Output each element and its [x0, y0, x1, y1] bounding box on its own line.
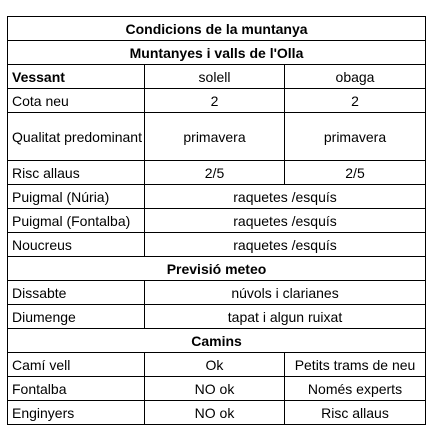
snow-quality-row: Qualitat predominant primavera primavera	[7, 112, 427, 161]
snow-row-shady: 2/5	[283, 160, 427, 185]
forecast-day: Diumenge	[7, 304, 145, 329]
title-row: Condicions de la muntanya	[6, 16, 427, 41]
paths-title: Camins	[6, 328, 427, 353]
table-title: Condicions de la muntanya	[6, 16, 427, 41]
snow-row-sunny: primavera	[144, 112, 285, 161]
forecast-value: núvols i clarianes	[143, 280, 427, 305]
snow-row-sunny: 2	[144, 88, 285, 113]
path-name: Enginyers	[7, 400, 145, 425]
peak-label: Puigmal (Núria)	[7, 184, 145, 209]
snow-row-label: Qualitat predominant	[7, 112, 145, 161]
path-name: Camí vell	[7, 352, 145, 377]
peak-row: Noucreus raquetes /esquís	[7, 232, 427, 257]
area-title: Muntanyes i valls de l'Olla	[6, 40, 427, 65]
paths-title-row: Camins	[6, 328, 427, 353]
forecast-title-row: Previsió meteo	[6, 256, 427, 281]
peak-value: raquetes /esquís	[143, 184, 427, 209]
peak-label: Puigmal (Fontalba)	[7, 208, 145, 233]
slope-label: Vessant	[7, 64, 145, 89]
slope-header-row: Vessant solell obaga	[7, 64, 427, 89]
snow-row-shady: 2	[283, 88, 427, 113]
snow-row-shady: primavera	[283, 112, 427, 161]
snow-level-row: Cota neu 2 2	[7, 88, 427, 113]
path-row: Camí vell Ok Petits trams de neu	[7, 352, 427, 377]
path-note: Risc allaus	[283, 400, 427, 425]
snow-row-label: Cota neu	[7, 88, 145, 113]
path-row: Fontalba NO ok Només experts	[7, 376, 427, 401]
peak-row: Puigmal (Núria) raquetes /esquís	[7, 184, 427, 209]
path-note: Només experts	[283, 376, 427, 401]
forecast-value: tapat i algun ruixat	[143, 304, 427, 329]
snow-row-label: Risc allaus	[7, 160, 145, 185]
snow-row-sunny: 2/5	[144, 160, 285, 185]
peak-label: Noucreus	[7, 232, 145, 257]
forecast-row: Diumenge tapat i algun ruixat	[7, 304, 427, 329]
peak-value: raquetes /esquís	[143, 232, 427, 257]
slope-shady-header: obaga	[283, 64, 427, 89]
peak-value: raquetes /esquís	[143, 208, 427, 233]
forecast-title: Previsió meteo	[6, 256, 427, 281]
peak-row: Puigmal (Fontalba) raquetes /esquís	[7, 208, 427, 233]
area-title-row: Muntanyes i valls de l'Olla	[6, 40, 427, 65]
mountain-conditions-table: Condicions de la muntanya Muntanyes i va…	[6, 16, 427, 425]
path-note: Petits trams de neu	[283, 352, 427, 377]
path-name: Fontalba	[7, 376, 145, 401]
avalanche-risk-row: Risc allaus 2/5 2/5	[7, 160, 427, 185]
path-status: NO ok	[144, 400, 285, 425]
path-row: Enginyers NO ok Risc allaus	[7, 400, 427, 425]
path-status: NO ok	[144, 376, 285, 401]
slope-sunny-header: solell	[144, 64, 285, 89]
path-status: Ok	[144, 352, 285, 377]
forecast-day: Dissabte	[7, 280, 145, 305]
forecast-row: Dissabte núvols i clarianes	[7, 280, 427, 305]
